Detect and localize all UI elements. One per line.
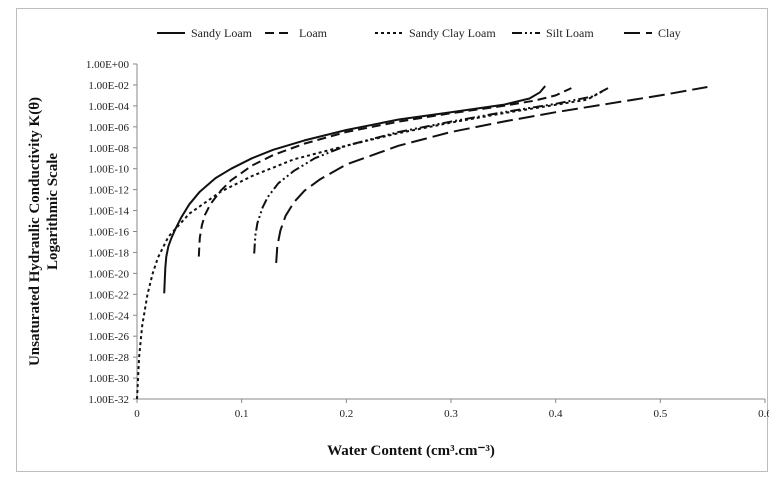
y-tick-label: 1.00E-18 <box>88 247 129 259</box>
x-tick-label: 0.5 <box>653 408 667 420</box>
y-tick-label: 1.00E-10 <box>88 164 129 176</box>
x-tick-label: 0.2 <box>339 408 353 420</box>
x-tick-label: 0.1 <box>235 408 249 420</box>
y-tick-label: 1.00E-14 <box>88 206 129 218</box>
y-tick-label: 1.00E-06 <box>88 122 129 134</box>
y-tick-label: 1.00E-28 <box>88 352 129 364</box>
y-tick-label: 1.00E-12 <box>88 185 129 197</box>
y-tick-label: 1.00E-08 <box>88 143 129 155</box>
y-tick-label: 1.00E-20 <box>88 268 129 280</box>
y-tick-label: 1.00E-16 <box>88 227 129 239</box>
x-tick-label: 0 <box>134 408 140 420</box>
series-line-sandy-loam <box>163 85 546 294</box>
series-line-silt-loam <box>253 87 609 254</box>
series-line-clay <box>275 86 708 263</box>
y-axis-title: Unsaturated Hydraulic Conductivity K(θ) <box>27 97 43 366</box>
legend: Sandy Loam Loam Sandy Clay Loam Silt Loam Cl… <box>157 26 681 40</box>
y-tick-label: 1.00E-02 <box>88 80 129 92</box>
series-line-sandy-clay-loam <box>136 90 604 400</box>
legend-label: Silt Loam <box>546 26 594 40</box>
legend-label: Sandy Loam <box>191 26 253 40</box>
y-tick-label: 1.00E-04 <box>88 101 129 113</box>
y-tick-label: 1.00E-22 <box>88 289 129 301</box>
chart-frame: Sandy Loam Loam Sandy Clay Loam Silt Loam Cl… <box>16 8 769 472</box>
y-tick-label: 1.00E-30 <box>88 373 129 385</box>
legend-label: Loam <box>299 26 328 40</box>
x-tick-label: 0.6 <box>758 408 769 420</box>
x-tick-label: 0.3 <box>444 408 458 420</box>
y-tick-label: 1.00E+00 <box>86 59 130 71</box>
x-axis-title: Water Content (cm³.cm⁻³) <box>327 443 495 459</box>
y-tick-label: 1.00E-24 <box>88 310 129 322</box>
line-chart: Sandy Loam Loam Sandy Clay Loam Silt Loam Cl… <box>27 26 769 459</box>
x-axis: 0 0.1 0.2 0.3 0.4 0.5 0.6 <box>134 398 769 420</box>
legend-label: Clay <box>658 26 681 40</box>
y-axis: 1.00E+00 1.00E-02 1.00E-04 1.00E-06 1.00E-08… <box>86 59 138 406</box>
x-tick-label: 0.4 <box>549 408 563 420</box>
series-group <box>136 85 708 400</box>
legend-label: Sandy Clay Loam <box>409 26 496 40</box>
series-line-loam <box>197 87 572 257</box>
y-axis-subtitle: Logarithmic Scale <box>45 153 61 270</box>
y-tick-label: 1.00E-32 <box>88 394 129 406</box>
y-tick-label: 1.00E-26 <box>88 331 129 343</box>
